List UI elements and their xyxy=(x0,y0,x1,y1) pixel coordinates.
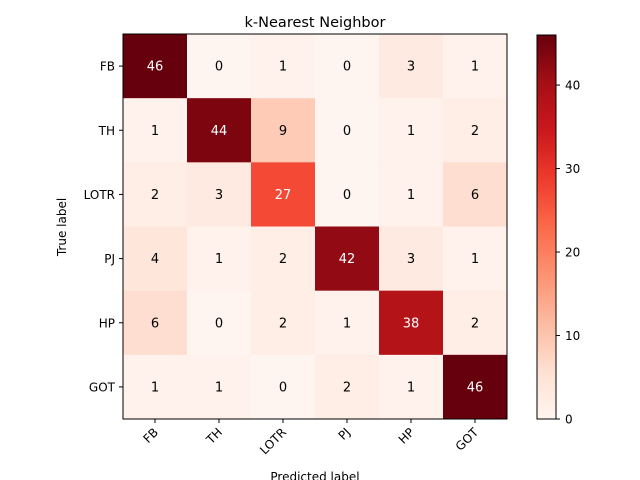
cell-value-label: 2 xyxy=(279,316,287,331)
heatmap-cell xyxy=(123,162,188,227)
heatmap-cells: 46 0 1 0 3 1 1 44 9 0 1 2 2 3 27 0 1 6 4 1 2 42 3 1 6 0 2 1 38 2 1 1 0 2 1… xyxy=(123,34,508,420)
heatmap-cell xyxy=(187,162,252,227)
cell-value-label: 1 xyxy=(471,252,479,267)
chart-title: k-Nearest Neighbor xyxy=(245,15,386,31)
x-axis-ticks: FB TH LOTR PJ HP GOT xyxy=(141,419,482,457)
heatmap-cell xyxy=(251,98,316,163)
y-tick-label: FB xyxy=(100,60,115,74)
cell-value-label: 42 xyxy=(339,252,356,267)
heatmap-cell xyxy=(443,290,508,356)
heatmap-cell xyxy=(123,98,188,163)
colorbar-tick-label: 10 xyxy=(565,329,580,343)
cell-value-label: 0 xyxy=(215,316,223,331)
heatmap-cell xyxy=(251,226,316,292)
cell-value-label: 3 xyxy=(215,188,223,203)
cell-value-label: 4 xyxy=(151,252,159,267)
cell-value-label: 6 xyxy=(471,188,479,203)
y-axis-ticks: FB TH LOTR PJ HP GOT xyxy=(84,60,123,394)
x-axis-label: Predicted label xyxy=(270,470,359,480)
y-tick-label: LOTR xyxy=(84,188,115,202)
heatmap-cell xyxy=(379,98,444,163)
cell-value-label: 0 xyxy=(343,124,351,139)
heatmap-cell xyxy=(443,34,508,99)
heatmap-cell xyxy=(123,226,188,292)
heatmap-cell xyxy=(315,354,380,420)
heatmap-cell xyxy=(443,162,508,227)
cell-value-label: 2 xyxy=(471,124,479,139)
colorbar-ticks: 0 10 20 30 40 xyxy=(556,79,580,427)
plot-frame xyxy=(122,33,508,420)
heatmap-cell xyxy=(379,162,444,227)
heatmap-cell xyxy=(315,226,380,292)
y-tick-label: GOT xyxy=(89,380,116,394)
cell-value-label: 38 xyxy=(403,316,420,331)
cell-value-label: 2 xyxy=(471,316,479,331)
cell-value-label: 0 xyxy=(279,380,287,395)
heatmap-cell xyxy=(251,162,316,227)
cell-value-label: 27 xyxy=(275,188,292,203)
heatmap-cell xyxy=(379,226,444,292)
cell-value-label: 44 xyxy=(211,124,228,139)
colorbar-tick-label: 40 xyxy=(565,79,580,93)
cell-value-label: 6 xyxy=(151,316,159,331)
cell-value-label: 1 xyxy=(471,60,479,75)
cell-value-label: 46 xyxy=(147,60,164,75)
heatmap-cell xyxy=(187,98,252,163)
colorbar xyxy=(536,34,557,420)
heatmap-cell xyxy=(187,34,252,99)
heatmap-cell xyxy=(187,226,252,292)
heatmap-cell xyxy=(379,354,444,420)
cell-value-label: 1 xyxy=(407,124,415,139)
cell-value-label: 9 xyxy=(279,124,287,139)
cell-value-label: 2 xyxy=(279,252,287,267)
cell-value-label: 46 xyxy=(467,380,484,395)
heatmap-cell xyxy=(315,34,380,99)
heatmap-cell xyxy=(251,354,316,420)
cell-value-label: 1 xyxy=(279,60,287,75)
heatmap-cell xyxy=(443,354,508,420)
cell-value-label: 2 xyxy=(151,188,159,203)
heatmap-cell xyxy=(123,34,188,99)
cell-value-label: 1 xyxy=(343,316,351,331)
heatmap-cell xyxy=(187,290,252,356)
cell-value-label: 0 xyxy=(343,60,351,75)
heatmap-cell xyxy=(251,34,316,99)
heatmap-cell xyxy=(315,162,380,227)
heatmap-cell xyxy=(187,354,252,420)
cell-value-label: 0 xyxy=(343,188,351,203)
heatmap-cell xyxy=(443,98,508,163)
heatmap-cell xyxy=(443,226,508,292)
cell-value-label: 1 xyxy=(407,188,415,203)
heatmap-cell xyxy=(315,98,380,163)
heatmap-cell xyxy=(123,354,188,420)
colorbar-tick-label: 20 xyxy=(565,246,580,260)
cell-value-label: 1 xyxy=(407,380,415,395)
y-tick-label: HP xyxy=(99,316,115,330)
cell-value-label: 1 xyxy=(215,252,223,267)
cell-value-label: 1 xyxy=(151,380,159,395)
cell-value-label: 3 xyxy=(407,252,415,267)
y-tick-label: PJ xyxy=(104,252,115,266)
heatmap-cell xyxy=(123,290,188,356)
colorbar-tick-label: 30 xyxy=(565,162,580,176)
y-tick-label: TH xyxy=(98,124,115,138)
cell-value-label: 1 xyxy=(151,124,159,139)
colorbar-tick-label: 0 xyxy=(565,413,573,427)
cell-value-label: 1 xyxy=(215,380,223,395)
heatmap-cell xyxy=(315,290,380,356)
cell-value-label: 0 xyxy=(215,60,223,75)
y-axis-label: True label xyxy=(55,198,69,257)
heatmap-cell xyxy=(379,34,444,99)
cell-value-label: 3 xyxy=(407,60,415,75)
heatmap-cell xyxy=(379,290,444,356)
heatmap-cell xyxy=(251,290,316,356)
cell-value-label: 2 xyxy=(343,380,351,395)
